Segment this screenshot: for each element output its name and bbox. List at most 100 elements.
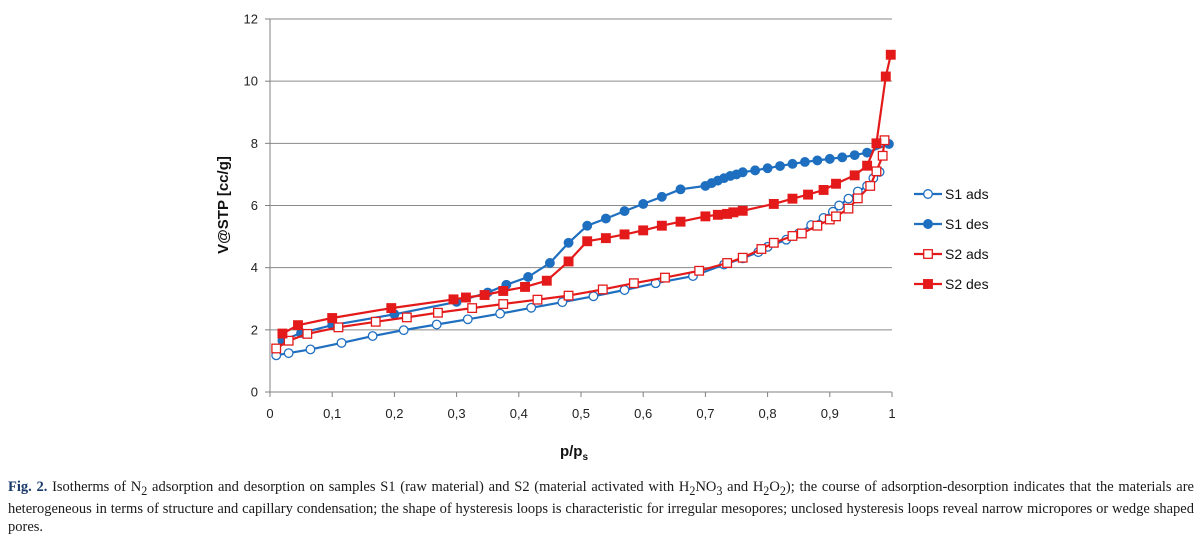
data-point-s2-ads [302,328,313,339]
data-point-s1-ads [462,314,473,325]
data-point-s2-ads [812,220,823,231]
data-point-s1-des [563,237,574,248]
x-tick-label: 0,6 [634,406,652,421]
caption-sub-4: 2 [763,483,770,498]
series-s2-des [277,49,896,339]
data-point-s2-ads [370,316,381,327]
data-point-s2-des [880,71,891,82]
x-tick-label: 0,8 [759,406,777,421]
data-point-s1-des [799,157,810,167]
axes [265,18,893,397]
y-tick-labels: 0 2 4 6 8 10 12 [244,12,258,400]
x-tick-label: 0,2 [385,406,403,421]
data-point-s2-des [386,303,397,314]
caption-sub-3: 3 [716,483,723,498]
x-axis-label-subscript: s [582,452,588,463]
data-point-s1-ads [283,348,294,359]
y-tick-label: 10 [244,74,258,89]
data-point-s2-ads [722,258,733,268]
data-point-s1-ads [305,344,316,355]
data-point-s2-des [327,313,338,323]
data-point-s1-ads [834,200,845,211]
caption-label: Fig. 2. [8,479,48,495]
x-tick-label: 0,5 [572,406,590,421]
data-point-s2-des [862,160,873,171]
legend-item-s2-ads: S2 ads [914,246,989,262]
data-point-s2-ads [865,180,876,191]
data-point-s2-des [768,198,779,209]
data-point-s1-ads [588,291,599,302]
data-point-s2-ads [563,290,574,301]
data-point-s1-des [812,155,823,166]
data-point-s2-des [871,138,882,149]
series-layer [271,49,896,361]
data-point-s1-des [837,152,848,163]
caption-text-5: O [769,479,780,495]
data-point-s1-des [656,191,667,202]
data-point-s2-ads [432,307,443,318]
data-point-s2-des [831,178,841,189]
data-point-s1-des [750,165,761,176]
caption-text-2: adsorption and desorption on samples S1 … [147,479,690,495]
data-point-s2-ads [271,343,282,354]
data-point-s2-ads [283,335,294,346]
data-point-s2-ads [877,150,888,161]
data-point-s2-des [712,209,723,220]
legend-marker-s2-des [923,279,933,289]
x-tick-label: 0,7 [696,406,714,421]
data-point-s2-ads [467,303,478,314]
caption-text-4: and H [722,479,764,495]
legend: S1 ads S1 des S2 ads S2 des [914,186,989,292]
data-point-s1-ads [336,337,347,348]
data-point-s1-des [849,150,860,161]
data-point-s2-des [277,328,288,339]
data-point-s2-des [460,292,471,303]
data-point-s2-ads [879,135,890,146]
data-point-s2-ads [498,299,509,309]
y-axis-label: V@STP [cc/g] [215,156,232,254]
x-tick-labels: 0 0,1 0,2 0,3 0,4 0,5 0,6 0,7 0,8 0,9 1 [266,406,895,421]
legend-label-s1-ads: S1 ads [945,186,989,202]
data-point-s1-des [675,184,686,195]
x-tick-label: 0,4 [510,406,528,421]
data-point-s2-ads [333,322,344,333]
caption-text-6: ); the course of adsorption-desorption i… [8,479,1194,535]
data-point-s1-des [523,272,534,282]
data-point-s2-ads [737,252,748,263]
data-point-s1-des [582,220,593,231]
data-point-s2-des [722,208,733,219]
y-tick-label: 12 [244,12,258,27]
data-point-s1-des [824,153,835,164]
data-point-s2-des [818,185,829,195]
data-point-s1-des [700,180,711,191]
data-point-s2-des [803,189,813,200]
legend-marker-s2-ads [923,249,933,259]
data-point-s1-ads [495,308,506,319]
data-point-s2-ads [843,203,854,214]
legend-marker-s1-ads [923,189,933,199]
legend-item-s1-ads: S1 ads [914,186,989,202]
data-point-s2-ads [796,228,807,239]
data-point-s1-ads [843,193,854,204]
data-point-s2-des [293,320,303,331]
legend-marker-s1-des [923,219,933,229]
caption-sub-2: 2 [689,483,696,498]
data-point-s2-ads [660,272,670,283]
y-tick-label: 8 [251,136,258,151]
data-point-s1-ads [367,331,378,342]
y-tick-label: 4 [251,260,258,275]
data-point-s2-des [700,211,711,222]
data-point-s2-des [479,290,490,300]
caption-text-3: NO [695,479,717,495]
data-point-s2-des [619,229,630,240]
data-point-s2-des [582,236,593,247]
data-point-s2-ads [694,265,705,276]
legend-item-s1-des: S1 des [914,216,989,232]
data-point-s2-ads [787,231,798,241]
data-point-s1-des [762,163,773,174]
data-point-s2-ads [831,211,841,222]
data-point-s2-des [656,220,667,231]
y-tick-label: 0 [251,385,258,400]
data-point-s2-des [737,205,748,216]
series-s2-ads [271,135,890,354]
